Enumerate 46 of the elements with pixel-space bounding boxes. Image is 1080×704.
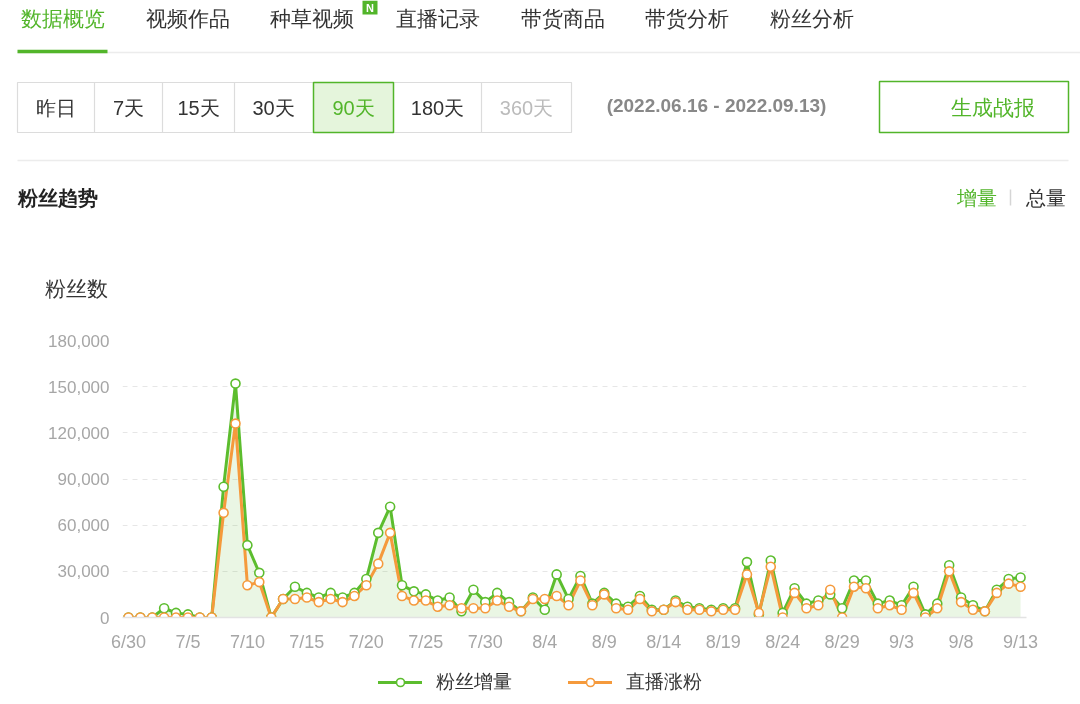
text: 生成战报: [950, 96, 1035, 119]
text: 带货商品: [520, 7, 605, 30]
y-tick-label: 60,000: [57, 516, 110, 536]
x-tick-label: 8/9: [591, 631, 617, 652]
text: 90天: [332, 96, 375, 119]
legend-label: 粉丝增量: [436, 670, 512, 694]
x-tick-label: 8/19: [705, 631, 741, 652]
x-tick-label: 8/14: [646, 631, 682, 652]
text: 种草视频: [269, 7, 354, 30]
y-tick-label: 180,000: [48, 331, 110, 351]
text: 15天: [177, 96, 220, 119]
x-tick-label: 9/8: [948, 631, 974, 652]
text: 总量: [1024, 186, 1066, 209]
x-tick-label: 6/30: [110, 631, 146, 652]
x-tick-label: 7/20: [348, 631, 384, 652]
text: 360天: [499, 96, 554, 119]
text: N: [366, 1, 375, 14]
text: 视频作品: [145, 7, 230, 30]
x-tick-label: 7/10: [229, 631, 265, 652]
text: 增量: [955, 186, 997, 209]
text: 粉丝分析: [769, 7, 854, 30]
y-tick-label: 30,000: [57, 562, 110, 582]
y-axis-title: 粉丝数: [44, 277, 108, 300]
x-tick-label: 7/5: [175, 631, 201, 652]
x-tick-label: 7/25: [408, 631, 444, 652]
x-tick-label: 8/4: [532, 631, 558, 652]
y-tick-label: 0: [100, 608, 110, 628]
y-tick-label: 120,000: [48, 423, 110, 443]
text: 180天: [410, 96, 465, 119]
y-tick-label: 150,000: [48, 377, 110, 397]
x-tick-label: 9/13: [1003, 631, 1039, 652]
x-tick-label: 8/29: [824, 631, 860, 652]
text: 带货分析: [644, 7, 729, 30]
text: 30天: [252, 96, 295, 119]
x-tick-label: 7/15: [289, 631, 325, 652]
chart-title: 粉丝趋势: [16, 186, 98, 209]
text: 昨日: [35, 96, 76, 119]
text: (2022.06.16 - 2022.09.13): [606, 95, 827, 116]
x-tick-label: 8/24: [765, 631, 801, 652]
text: 数据概览: [20, 7, 105, 30]
text: 直播记录: [395, 7, 480, 30]
y-tick-label: 90,000: [57, 470, 110, 489]
legend-label: 直播涨粉: [626, 670, 702, 694]
x-tick-label: 7/30: [467, 631, 503, 652]
text: 7天: [112, 96, 145, 119]
x-tick-label: 9/3: [889, 631, 915, 652]
